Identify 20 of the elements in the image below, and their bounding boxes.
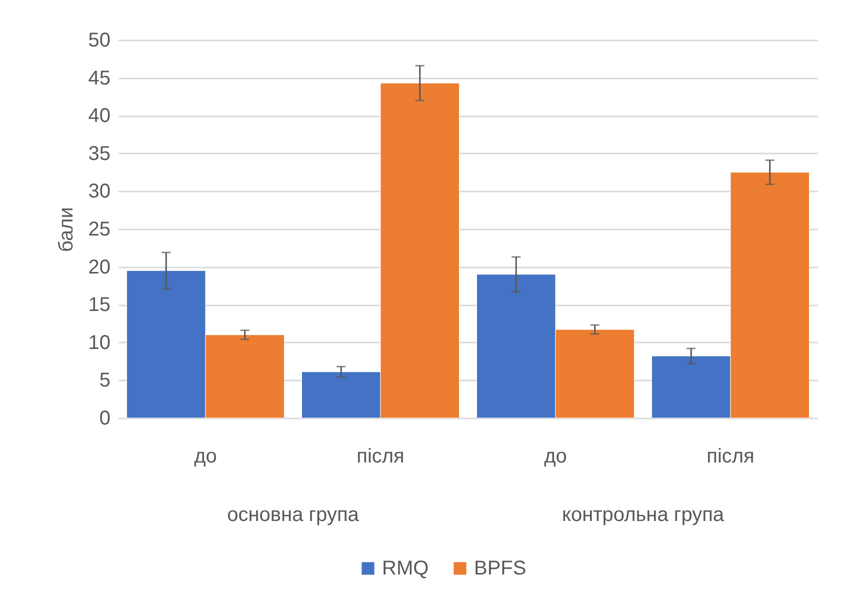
y-axis-title: бали — [55, 207, 78, 252]
x-tick-label: до — [194, 446, 217, 468]
legend-label: BPFS — [474, 557, 526, 580]
x-tick-label: після — [356, 446, 404, 468]
y-tick-label: 5 — [99, 370, 110, 392]
x-tick-label: до — [544, 446, 567, 468]
text: контрольна група — [562, 504, 725, 526]
text: основна група — [227, 504, 360, 526]
y-tick-label: 45 — [88, 67, 110, 90]
y-tick-label: 15 — [88, 294, 110, 316]
y-tick-label: 25 — [88, 218, 110, 240]
y-tick-label: 10 — [88, 332, 110, 354]
y-tick-label: 0 — [99, 408, 110, 430]
x-tick-label: після — [706, 446, 754, 468]
y-tick-label: 30 — [88, 180, 110, 203]
legend-label: RMQ — [382, 557, 429, 580]
y-tick-label: 35 — [88, 142, 110, 165]
y-tick-label: 20 — [88, 256, 110, 278]
y-tick-label: 50 — [88, 30, 110, 52]
y-tick-label: 40 — [88, 105, 110, 128]
